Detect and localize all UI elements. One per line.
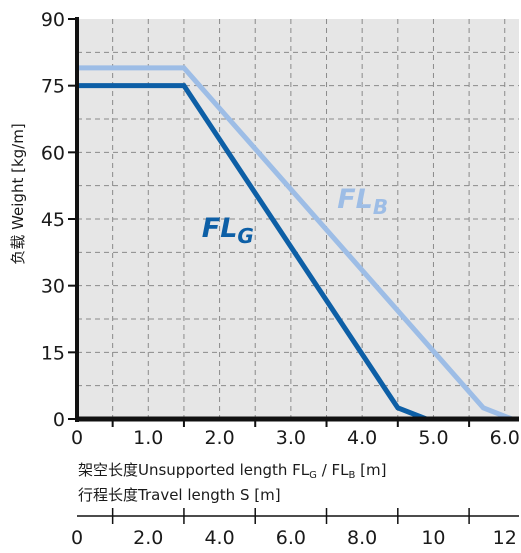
series-label-flg-sub: G	[237, 224, 253, 248]
x2-tick-label: 10	[421, 527, 445, 549]
x-tick-label: 0	[71, 427, 83, 449]
y-axis-title: 负载 Weight [kg/m]	[9, 123, 27, 264]
y-tick-label: 30	[41, 276, 65, 298]
series-line-flb	[77, 65, 513, 422]
x-tick-label: 1.0	[133, 427, 163, 449]
axes	[68, 17, 519, 427]
x2-axis-title: 行程长度Travel length S [m]	[78, 486, 281, 504]
x2-tick-label: 8.0	[347, 527, 377, 549]
series-label-flb-sub: B	[373, 195, 388, 219]
x-axis-title-sep: / FL	[317, 461, 349, 479]
y-tick-label: 60	[41, 142, 65, 164]
x-axis-title: 架空长度Unsupported length FLG / FLB [m]	[78, 461, 386, 481]
series-layer	[77, 65, 513, 422]
x-tick-label: 2.0	[204, 427, 234, 449]
x-tick-label: 6.0	[490, 427, 520, 449]
x-axis-title-unit: [m]	[355, 461, 386, 479]
secondary-x-axis: 0 2.0 4.0 6.0 8.0 10 12	[71, 508, 519, 549]
x-tick-label: 3.0	[276, 427, 306, 449]
series-label-flb: FLB	[337, 184, 388, 219]
x-tick-label: 5.0	[418, 427, 448, 449]
y-tick-label: 15	[41, 342, 65, 364]
series-label-flg-main: FL	[202, 213, 238, 244]
y-tick-label: 90	[41, 9, 65, 31]
tick-labels: 0 15 30 45 60 75 90 0 1.0 2.0 3.0 4.0 5.0 6.0	[41, 9, 520, 449]
y-tick-label: 45	[41, 209, 65, 231]
y-tick-label: 75	[41, 76, 65, 98]
y-tick-label: 0	[53, 409, 65, 431]
x2-tick-label: 2.0	[133, 527, 163, 549]
x-axis-title-sub-b: B	[349, 470, 356, 481]
x2-tick-label: 4.0	[204, 527, 234, 549]
series-line-flg	[77, 83, 428, 422]
x-tick-label: 4.0	[347, 427, 377, 449]
x-axis-title-sub-g: G	[309, 470, 317, 481]
x-axis-title-main: 架空长度Unsupported length FL	[78, 461, 310, 479]
x2-tick-label: 6.0	[276, 527, 306, 549]
x2-tick-label: 0	[71, 527, 83, 549]
series-label-flb-main: FL	[337, 184, 373, 215]
series-label-flg: FLG	[202, 213, 254, 248]
x2-tick-label: 12	[493, 527, 517, 549]
